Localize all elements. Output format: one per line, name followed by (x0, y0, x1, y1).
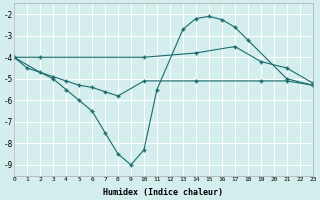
X-axis label: Humidex (Indice chaleur): Humidex (Indice chaleur) (103, 188, 223, 197)
